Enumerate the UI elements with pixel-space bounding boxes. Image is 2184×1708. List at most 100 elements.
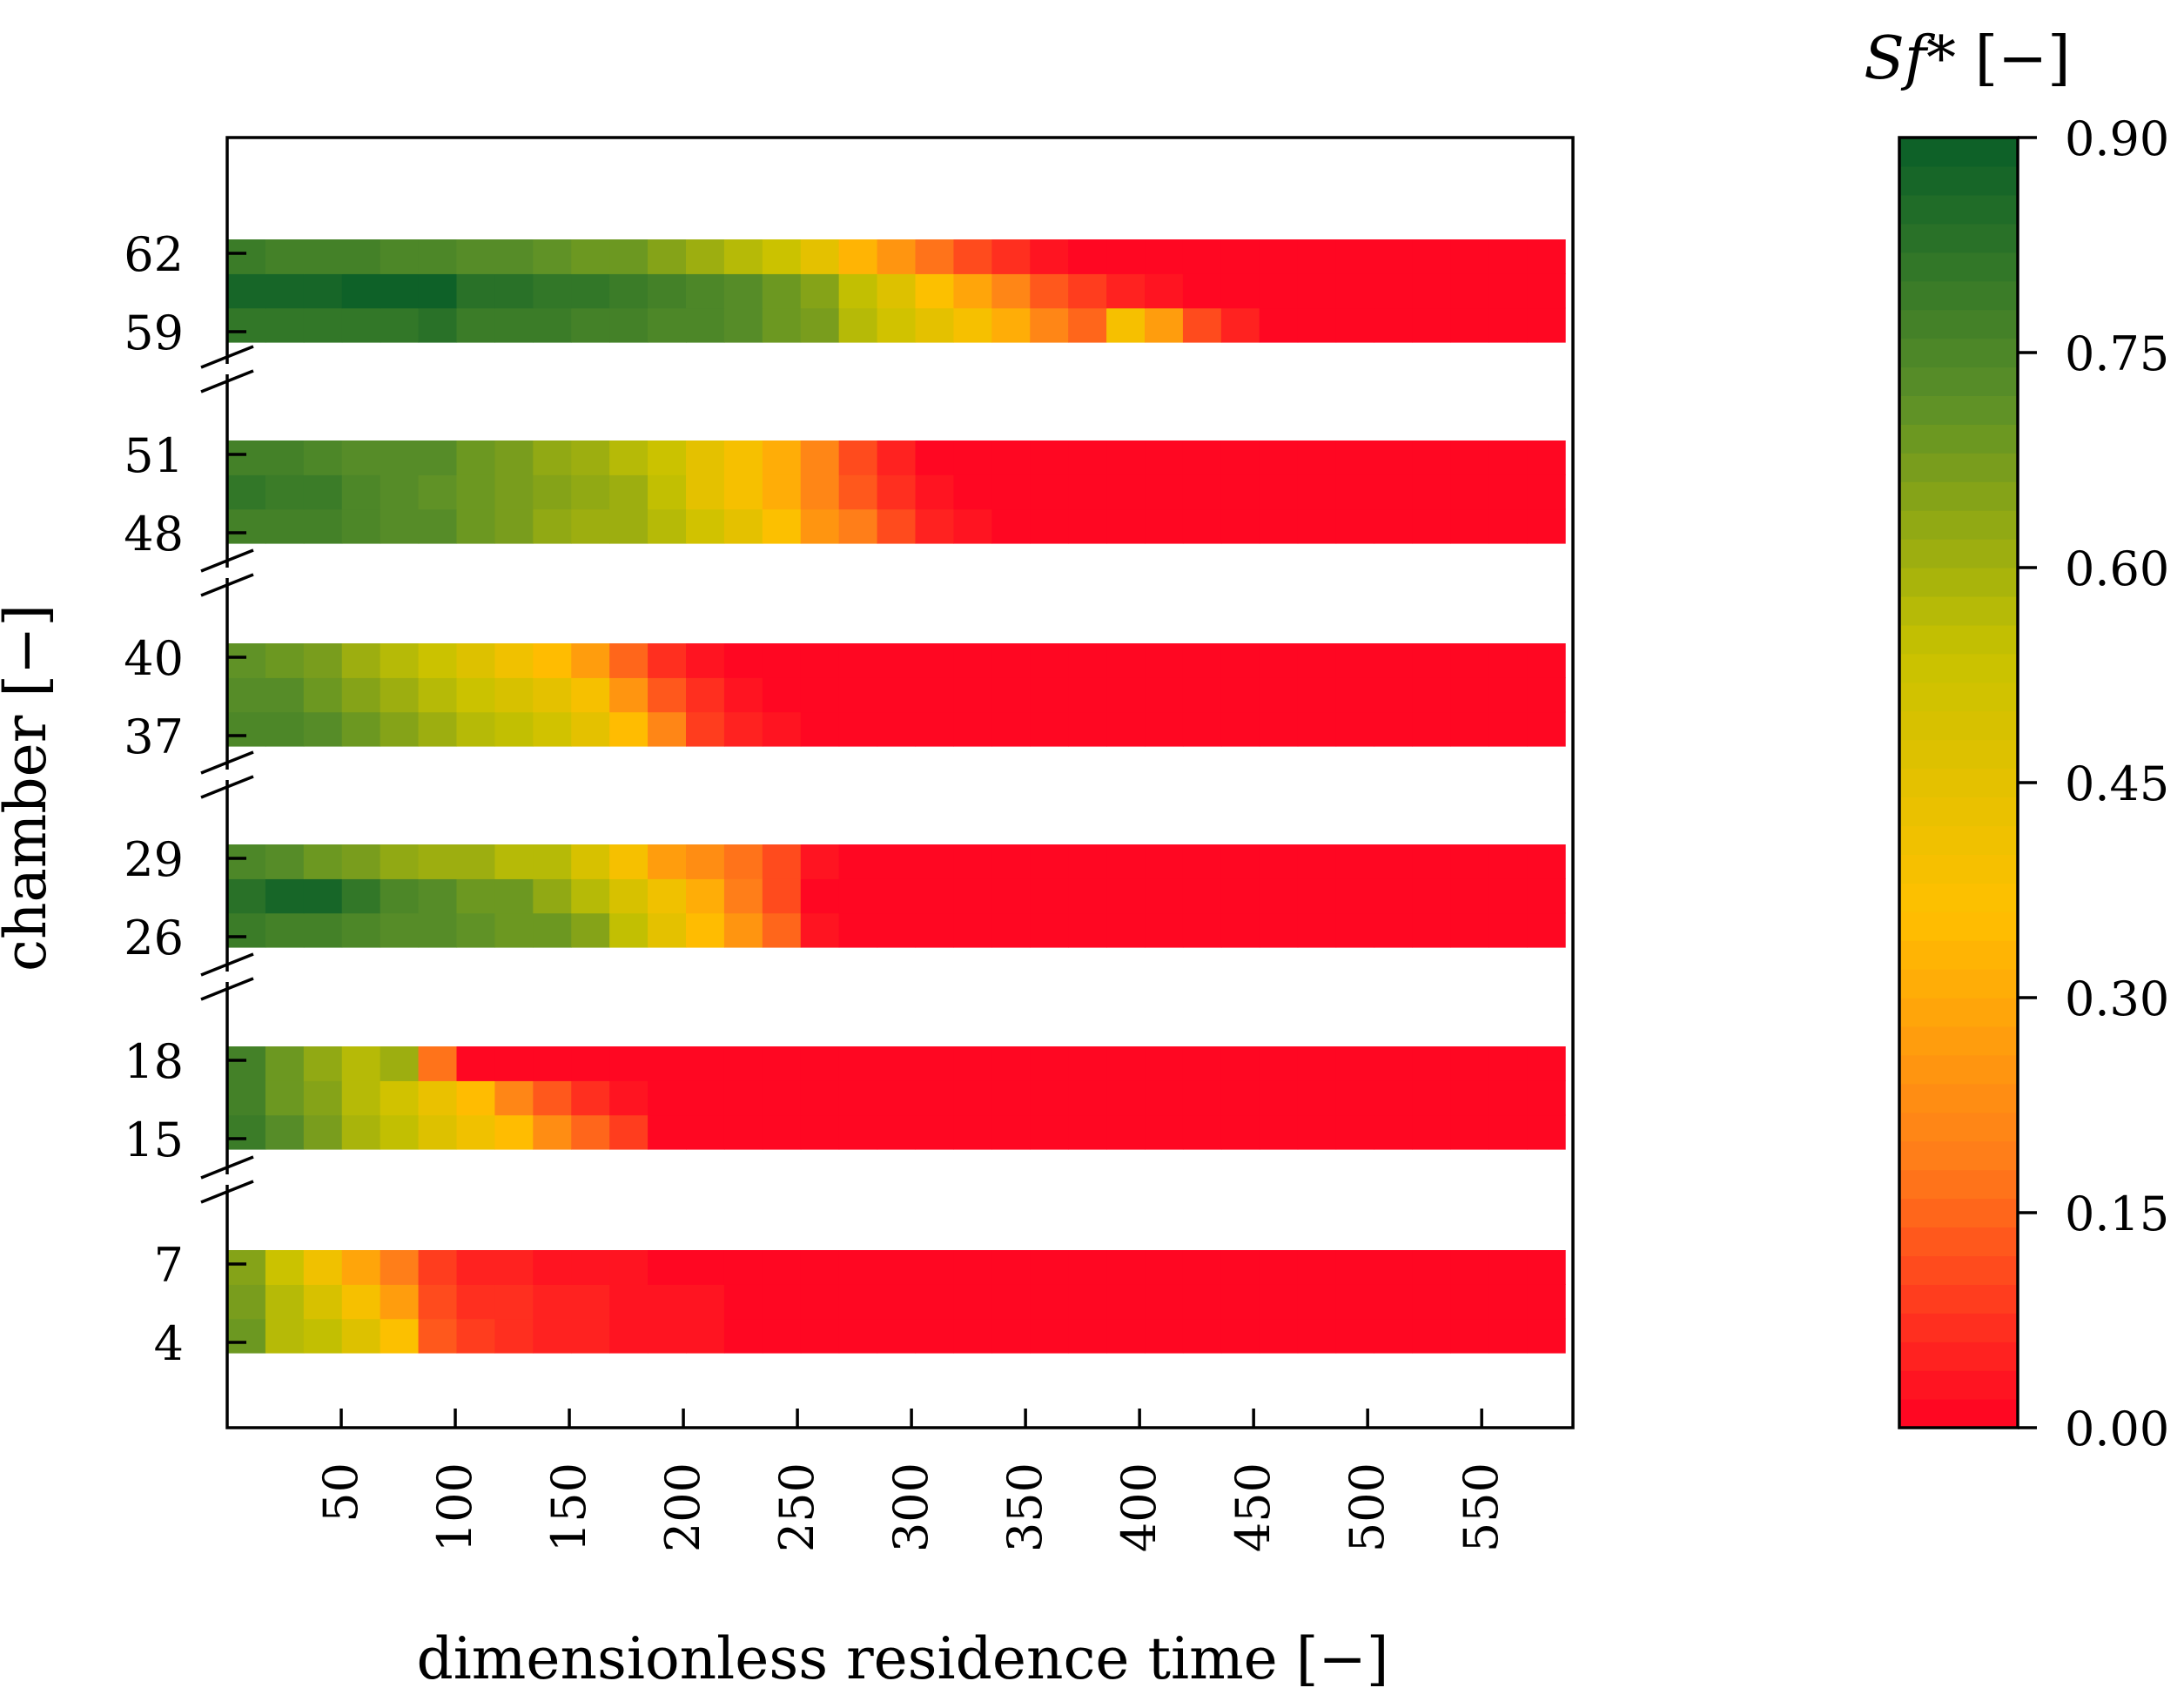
heatmap-cell <box>1068 1080 1107 1116</box>
heatmap-cell <box>341 1046 381 1081</box>
heatmap-cell <box>418 307 458 343</box>
heatmap-cell <box>227 1284 266 1320</box>
heatmap-cell <box>265 1080 305 1116</box>
heatmap-cell <box>456 440 496 475</box>
heatmap-cell <box>1220 474 1260 510</box>
x-tick-label: 350 <box>998 1463 1052 1552</box>
colorbar-swatch <box>1899 825 2018 855</box>
heatmap-cell <box>303 1250 343 1285</box>
heatmap-cell <box>723 1284 763 1320</box>
heatmap-cell <box>380 1318 420 1354</box>
heatmap-cell <box>494 677 534 713</box>
heatmap-cell <box>838 878 878 914</box>
heatmap-cell <box>456 307 496 343</box>
heatmap-cell <box>380 711 420 747</box>
heatmap-cell <box>571 273 610 309</box>
heatmap-cell <box>494 1318 534 1354</box>
heatmap-cell <box>1374 239 1414 274</box>
heatmap-cell <box>1374 844 1414 879</box>
heatmap-cell <box>1412 1080 1451 1116</box>
heatmap-cell <box>991 677 1031 713</box>
heatmap-cell <box>953 1250 992 1285</box>
heatmap-cell <box>1527 1318 1566 1354</box>
heatmap-cell <box>609 307 648 343</box>
heatmap-cell <box>838 307 878 343</box>
heatmap-cell <box>648 677 687 713</box>
heatmap-cell <box>265 1318 305 1354</box>
heatmap-cell <box>953 878 992 914</box>
heatmap-cell <box>533 1318 572 1354</box>
heatmap-cell <box>341 440 381 475</box>
heatmap-cell <box>303 474 343 510</box>
colorbar-swatch <box>1899 481 2018 511</box>
heatmap-cell <box>341 711 381 747</box>
heatmap-cell <box>1527 307 1566 343</box>
colorbar-swatch <box>1899 940 2018 970</box>
heatmap-cell <box>571 844 610 879</box>
heatmap-cell <box>303 239 343 274</box>
heatmap-cell <box>1220 677 1260 713</box>
y-tick-label: 4 <box>154 1316 184 1371</box>
heatmap-cell <box>341 508 381 544</box>
heatmap-cell <box>838 474 878 510</box>
heatmap-cell <box>991 711 1031 747</box>
heatmap-cell <box>762 643 802 678</box>
heatmap-cell <box>571 307 610 343</box>
heatmap-cell <box>953 440 992 475</box>
heatmap-cell <box>418 677 458 713</box>
heatmap-cell <box>1488 474 1528 510</box>
heatmap-cell <box>456 1250 496 1285</box>
heatmap-cell <box>265 878 305 914</box>
heatmap-cell <box>1335 307 1375 343</box>
heatmap-cell <box>686 273 725 309</box>
colorbar-tick-label: 0.15 <box>2065 1187 2169 1241</box>
heatmap-cell <box>1488 508 1528 544</box>
axis-break-mark <box>200 1155 254 1180</box>
heatmap-cell <box>341 1284 381 1320</box>
heatmap-cell <box>494 1250 534 1285</box>
heatmap-cell <box>686 878 725 914</box>
heatmap-cell <box>1068 508 1107 544</box>
heatmap-cell <box>1527 1284 1566 1320</box>
colorbar-swatch <box>1899 1054 2018 1085</box>
heatmap-cell <box>533 912 572 948</box>
heatmap-cell <box>609 1284 648 1320</box>
heatmap-cell <box>877 440 917 475</box>
y-tick-label: 48 <box>124 507 184 561</box>
heatmap-cell <box>227 878 266 914</box>
heatmap-cell <box>1145 1080 1184 1116</box>
heatmap-cell <box>1145 878 1184 914</box>
heatmap-cell <box>609 878 648 914</box>
colorbar-swatch <box>1899 1342 2018 1371</box>
heatmap-cell <box>686 844 725 879</box>
heatmap-cell <box>227 1080 266 1116</box>
heatmap-cell <box>991 1046 1031 1081</box>
x-tick-label: 500 <box>1340 1463 1394 1552</box>
colorbar-title: Sf* [−] <box>1864 24 2070 93</box>
heatmap-cell <box>1068 273 1107 309</box>
colorbar-tick-label: 0.75 <box>2065 326 2169 381</box>
heatmap-cell <box>494 878 534 914</box>
heatmap-cell <box>380 1250 420 1285</box>
colorbar-swatch <box>1899 1284 2018 1314</box>
heatmap-cell <box>1030 1318 1069 1354</box>
heatmap-cell <box>1106 239 1146 274</box>
heatmap-cell <box>953 1080 992 1116</box>
heatmap-cell <box>1182 273 1222 309</box>
heatmap-cell <box>723 844 763 879</box>
heatmap-cell <box>533 1080 572 1116</box>
colorbar-swatch <box>1899 854 2018 884</box>
heatmap-cell <box>533 643 572 678</box>
heatmap-cell <box>686 1284 725 1320</box>
heatmap-cell <box>1450 508 1489 544</box>
heatmap-cell <box>1259 878 1299 914</box>
heatmap-cell <box>991 1250 1031 1285</box>
heatmap-cell <box>991 474 1031 510</box>
heatmap-cell <box>1488 307 1528 343</box>
colorbar: 0.90 0.75 0.60 0.45 0.30 0.15 0.00 <box>1898 111 2169 1456</box>
heatmap-cell <box>1488 1046 1528 1081</box>
heatmap-cell <box>418 273 458 309</box>
heatmap-cell <box>648 1114 687 1150</box>
heatmap-cell <box>1527 1114 1566 1150</box>
